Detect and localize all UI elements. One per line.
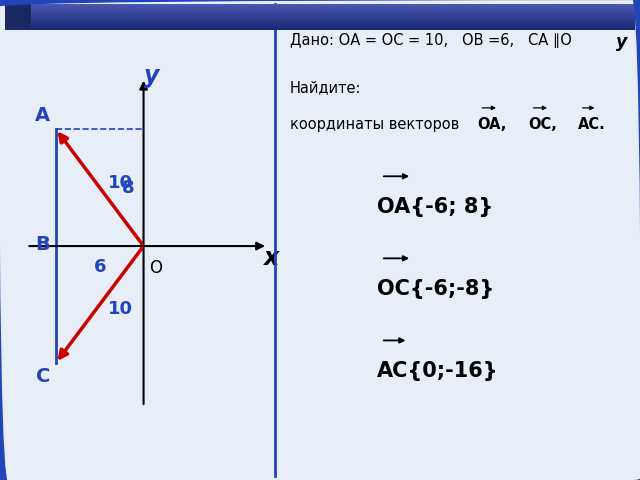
Bar [5, 10, 635, 11]
Bar [5, 13, 635, 14]
Bar [5, 8, 635, 9]
Text: $\bfit{x}$: $\bfit{x}$ [263, 246, 282, 270]
Text: 8: 8 [122, 179, 135, 196]
Text: $\bfit{y}$: $\bfit{y}$ [143, 66, 161, 90]
Text: C: C [36, 368, 50, 386]
Bar [5, 15, 635, 16]
Bar [5, 26, 635, 27]
Text: OC{-6;-8}: OC{-6;-8} [378, 279, 495, 299]
Text: A: A [35, 106, 50, 125]
Text: O: O [149, 259, 163, 277]
Bar [5, 11, 635, 12]
Bar [5, 22, 635, 23]
Bar [5, 27, 635, 28]
Text: Дано: ОА = ОС = 10,   ОВ =6,   СА ∥О: Дано: ОА = ОС = 10, ОВ =6, СА ∥О [290, 33, 572, 48]
Bar [5, 4, 635, 5]
Text: 10: 10 [108, 174, 133, 192]
Text: OC,: OC, [529, 117, 557, 132]
Bar [5, 9, 635, 10]
Bar [5, 29, 635, 30]
Bar [5, 28, 635, 29]
Text: B: B [35, 235, 50, 254]
Text: координаты векторов: координаты векторов [290, 117, 459, 132]
Bar [5, 19, 635, 20]
Bar [5, 5, 635, 6]
Bar [5, 14, 635, 15]
Bar [5, 25, 635, 26]
Bar [5, 22, 635, 23]
Bar [5, 4, 31, 28]
Text: 10: 10 [108, 300, 133, 318]
Text: y: y [616, 33, 628, 51]
Text: 6: 6 [93, 258, 106, 276]
Text: OA{-6; 8}: OA{-6; 8} [378, 197, 493, 217]
Bar [5, 16, 635, 17]
Bar [5, 23, 635, 24]
Bar [5, 18, 635, 19]
Bar [5, 24, 635, 25]
Text: AC.: AC. [578, 117, 605, 132]
Text: Найдите:: Найдите: [290, 81, 362, 96]
Text: AC{0;-16}: AC{0;-16} [378, 361, 499, 381]
Bar [5, 21, 635, 22]
Bar [5, 7, 635, 8]
Bar [5, 6, 635, 7]
Bar [5, 12, 635, 13]
Bar [5, 17, 635, 18]
Bar [5, 20, 635, 21]
Text: OA,: OA, [477, 117, 507, 132]
